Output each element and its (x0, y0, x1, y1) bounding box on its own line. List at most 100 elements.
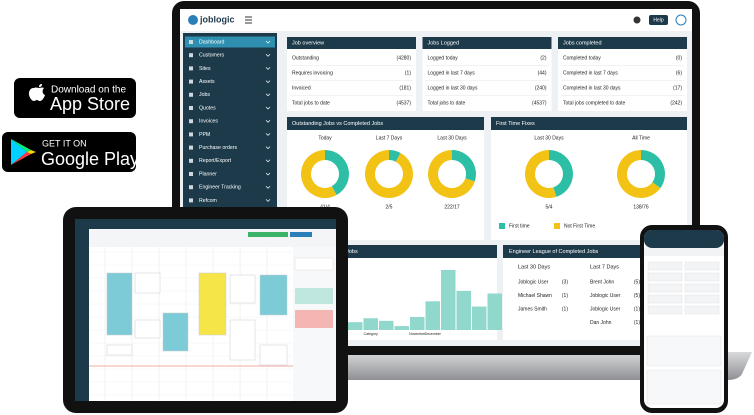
bar (456, 290, 471, 330)
phone-action[interactable] (684, 305, 720, 315)
engineer-name: Dan John (590, 320, 612, 326)
nav-chevron (265, 80, 271, 84)
nav-icon (189, 79, 193, 84)
engineer-count: (1) (634, 320, 640, 326)
row-value: (44) (538, 70, 547, 76)
bell-icon[interactable] (633, 16, 641, 24)
phone-action[interactable] (647, 283, 683, 293)
job-card (295, 310, 333, 328)
nav-item: Jobs (199, 92, 210, 98)
app-store-badge[interactable] (14, 78, 136, 118)
card-header (558, 37, 687, 49)
nav-chevron (265, 159, 271, 163)
nav-icon (189, 53, 193, 58)
badge-line: Google Play (41, 149, 139, 169)
engineer-count: (5) (634, 279, 640, 285)
donut-segment (325, 150, 349, 196)
row-label: Completed in last 30 days (563, 85, 621, 91)
panel-header (491, 117, 687, 130)
engineer-count: (1) (562, 306, 568, 312)
engineer-count: (3) (562, 279, 568, 285)
row-label: Total jobs completed to date (563, 100, 625, 106)
bar (363, 318, 378, 330)
nav-chevron (265, 146, 271, 150)
badge-line: App Store (50, 94, 130, 114)
nav-icon (189, 145, 193, 150)
calendar-event (134, 319, 161, 339)
phone-action[interactable] (647, 272, 683, 282)
nav-chevron (265, 67, 271, 70)
nav-icon (189, 92, 193, 97)
bar (379, 320, 394, 330)
donut-segment (301, 150, 337, 198)
row-label: Requires invoicing (292, 70, 333, 76)
calendar-event (106, 272, 133, 336)
nav-chevron (265, 185, 271, 189)
phone-action[interactable] (647, 261, 683, 271)
donut-segment (617, 150, 661, 198)
donut-segment (525, 150, 557, 198)
row-value: (0) (676, 55, 682, 61)
nav-item: Report/Export (199, 158, 232, 164)
column-label: Last 30 Days (534, 135, 564, 141)
nav-item: PPM (199, 132, 210, 138)
phone-action[interactable] (684, 261, 720, 271)
phone-action[interactable] (684, 272, 720, 282)
phone-tabs (644, 248, 724, 256)
phone-action[interactable] (684, 283, 720, 293)
row-value: (17) (673, 85, 682, 91)
nav-item: Quotes (199, 105, 216, 111)
card-header (287, 37, 416, 49)
avatar[interactable] (675, 14, 687, 26)
logo-icon (188, 15, 198, 25)
panel-header (287, 117, 484, 130)
nav-item: Assets (199, 79, 215, 85)
calendar-event (259, 274, 288, 316)
help-button[interactable] (649, 15, 668, 25)
row-label: Completed in last 7 days (563, 70, 618, 76)
donut-segment (549, 150, 574, 197)
logo: joblogic (199, 14, 235, 24)
calendar-event (259, 344, 288, 366)
row-label: Logged in last 30 days (428, 85, 479, 91)
row-label: Logged in last 7 days (428, 70, 476, 76)
nav-item: Planner (199, 171, 217, 177)
row-value: (181) (399, 85, 411, 91)
badge-line: Download on the (51, 85, 126, 96)
nav-icon (189, 119, 193, 124)
donut-segment (452, 150, 476, 182)
google-play-badge[interactable] (2, 132, 136, 172)
tablet-button[interactable] (290, 232, 312, 237)
phone-action[interactable] (647, 305, 683, 315)
nav-icon (189, 198, 193, 203)
nav-icon (189, 66, 193, 71)
donut-caption: 222/17 (444, 204, 460, 210)
row-label: Total jobs to date (428, 100, 466, 106)
donut-caption: 5/4 (546, 204, 553, 210)
calendar-event (106, 344, 133, 356)
row-value: (6) (676, 70, 682, 76)
calendar-event (134, 272, 161, 294)
play-icon (11, 152, 31, 165)
donut-caption: 2/5 (386, 204, 393, 210)
nav-icon (189, 185, 193, 190)
card (422, 37, 552, 111)
column-label: Last 7 Days (376, 135, 403, 141)
engineer-name: Michael Shawn (518, 293, 552, 299)
nav-chevron (265, 133, 271, 136)
donut-segment (427, 150, 475, 198)
phone-action[interactable] (684, 294, 720, 304)
badge-line: GET IT ON (42, 138, 87, 148)
play-icon (11, 139, 31, 152)
tablet-button[interactable] (248, 232, 288, 237)
help-label: Help (653, 17, 664, 23)
nav-chevron (265, 40, 271, 44)
card-header (422, 37, 552, 49)
nav-item: Sites (199, 66, 211, 72)
row-value: (1) (405, 70, 411, 76)
phone-action[interactable] (647, 294, 683, 304)
nav-chevron (265, 93, 271, 97)
menu-icon[interactable] (245, 16, 252, 24)
nav-item: Engineer Tracking (199, 185, 241, 191)
panel-title: First Time Fixes (496, 121, 535, 127)
